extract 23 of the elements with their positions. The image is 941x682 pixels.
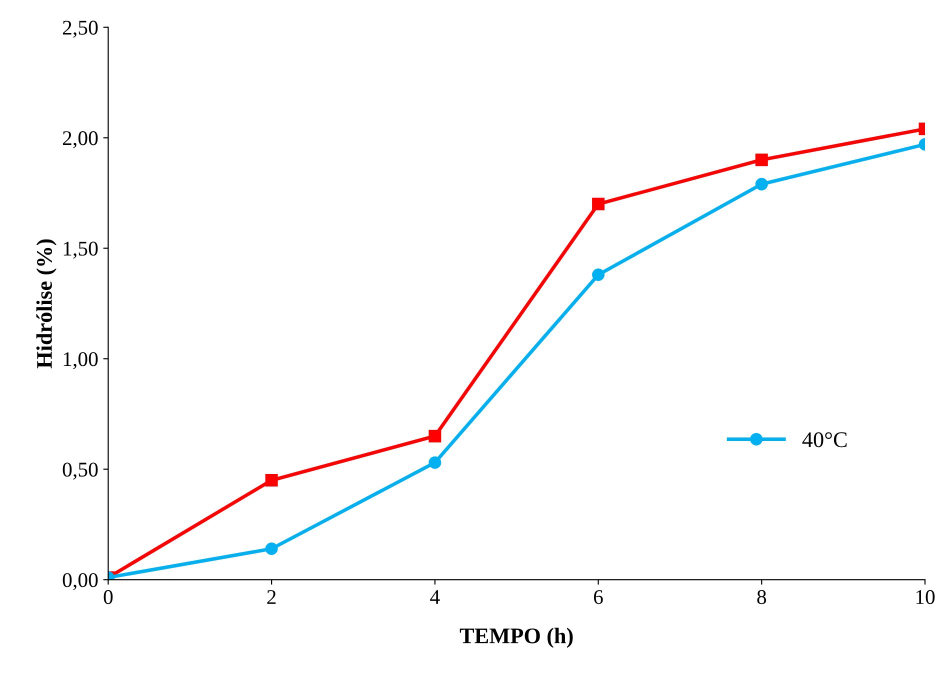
point <box>592 198 605 210</box>
x-tick-label: 8 <box>757 590 766 604</box>
x-tick-label: 0 <box>104 590 113 604</box>
y-tick-label: 1,50 <box>64 242 98 259</box>
x-axis-title: TEMPO (h) <box>460 628 573 648</box>
y-axis-title: Hidrólise (%) <box>36 239 56 368</box>
y-tick-label: 1,00 <box>64 352 98 370</box>
y-tick-label: 2,50 <box>62 20 98 38</box>
point <box>428 430 442 442</box>
legend-label: 40°C <box>802 432 847 448</box>
y-tick-label: 0,50 <box>62 462 98 480</box>
x-tick-label: 6 <box>594 590 603 604</box>
point <box>755 154 768 166</box>
x-tick-label: 2 <box>267 590 276 604</box>
y-tick-label: 2,00 <box>62 131 98 148</box>
point <box>755 178 768 190</box>
x-tick-label: 10 <box>916 590 935 604</box>
x-tick-label: 4 <box>430 590 440 604</box>
y-tick-label: 0,00 <box>62 573 98 590</box>
point <box>265 474 278 487</box>
point <box>265 542 278 556</box>
point <box>428 456 442 469</box>
point <box>592 268 605 282</box>
